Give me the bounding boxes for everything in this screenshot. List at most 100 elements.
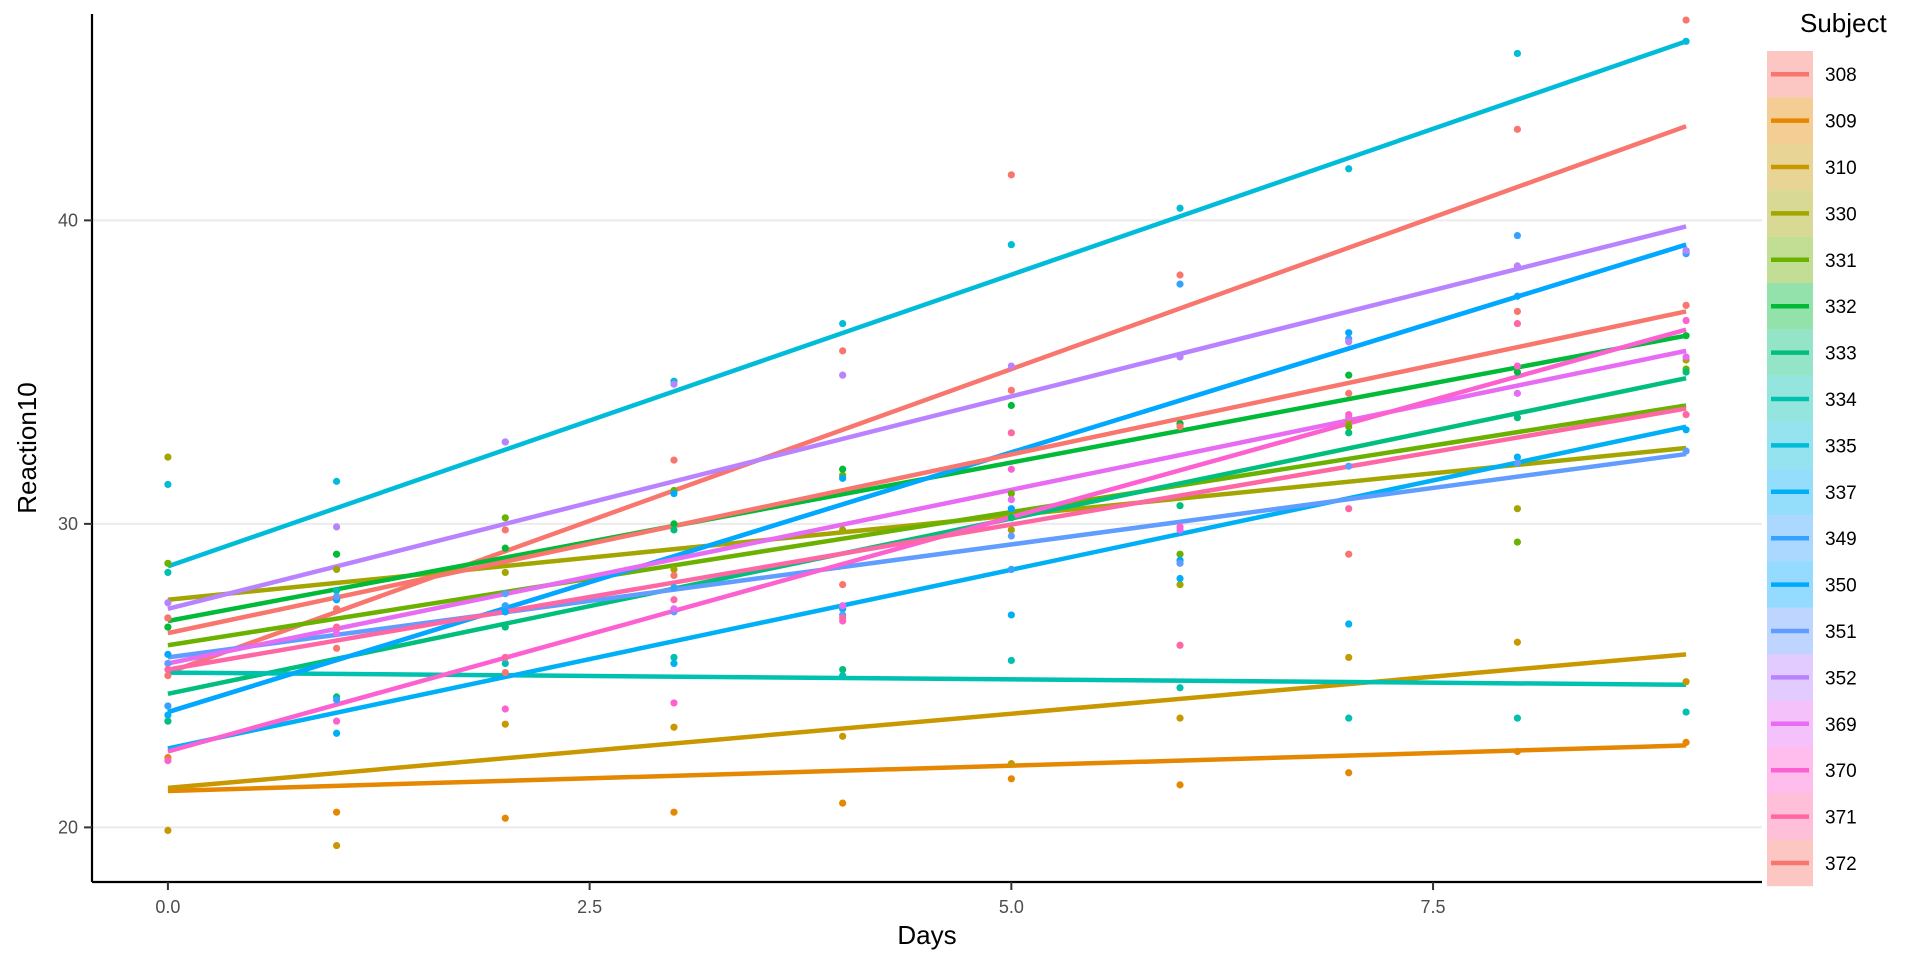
fit-line-371 bbox=[167, 406, 1687, 672]
point-334-8 bbox=[1513, 714, 1522, 722]
point-371-8 bbox=[1513, 319, 1522, 328]
point-370-2 bbox=[501, 705, 509, 713]
point-331-7 bbox=[1345, 423, 1353, 431]
point-334-9 bbox=[1682, 708, 1690, 716]
point-332-3 bbox=[670, 520, 678, 528]
point-371-5 bbox=[1007, 429, 1015, 437]
point-371-9 bbox=[1682, 411, 1690, 419]
point-371-6 bbox=[1176, 641, 1184, 649]
point-334-7 bbox=[1345, 714, 1353, 722]
point-332-1 bbox=[332, 550, 341, 558]
fit-line-369 bbox=[167, 348, 1687, 666]
point-308-2 bbox=[501, 668, 509, 677]
point-330-6 bbox=[1176, 580, 1184, 589]
legend-item-332: 332 bbox=[1767, 283, 1857, 330]
point-350-8 bbox=[1513, 292, 1522, 300]
point-349-0 bbox=[164, 702, 172, 710]
legend-label-350: 350 bbox=[1825, 576, 1857, 597]
point-337-7 bbox=[1345, 620, 1353, 628]
point-333-8 bbox=[1513, 414, 1522, 422]
point-337-1 bbox=[332, 729, 341, 737]
fit-line-310 bbox=[167, 652, 1687, 791]
legend-item-333: 333 bbox=[1767, 329, 1857, 376]
point-372-2 bbox=[501, 526, 509, 534]
point-309-3 bbox=[670, 808, 678, 816]
point-349-1 bbox=[332, 696, 341, 704]
point-308-3 bbox=[670, 456, 678, 464]
point-351-6 bbox=[1176, 559, 1184, 567]
point-335-6 bbox=[1176, 204, 1184, 212]
legend-title: Subject bbox=[1800, 8, 1887, 38]
point-370-5 bbox=[1007, 465, 1015, 473]
point-309-2 bbox=[501, 814, 509, 822]
fit-line-layer bbox=[167, 39, 1687, 794]
point-330-3 bbox=[670, 565, 678, 573]
point-310-4 bbox=[839, 732, 847, 740]
legend-label-352: 352 bbox=[1825, 668, 1857, 689]
x-tick-label-2: 5.0 bbox=[999, 897, 1024, 917]
point-349-6 bbox=[1176, 280, 1184, 288]
point-369-9 bbox=[1682, 353, 1690, 361]
point-332-7 bbox=[1345, 371, 1353, 379]
y-tick-label-2: 40 bbox=[58, 210, 78, 230]
point-309-5 bbox=[1007, 775, 1015, 783]
point-350-2 bbox=[501, 608, 509, 616]
point-352-8 bbox=[1513, 262, 1522, 270]
point-332-4 bbox=[839, 465, 847, 473]
point-349-8 bbox=[1513, 231, 1522, 240]
fit-line-309 bbox=[167, 743, 1687, 794]
point-334-1 bbox=[332, 587, 341, 595]
point-351-9 bbox=[1682, 447, 1690, 455]
point-333-7 bbox=[1345, 429, 1353, 437]
legend-item-371: 371 bbox=[1767, 793, 1857, 840]
legend-label-308: 308 bbox=[1825, 65, 1857, 86]
legend-label-370: 370 bbox=[1825, 761, 1857, 782]
point-369-3 bbox=[670, 605, 678, 613]
point-310-3 bbox=[670, 723, 678, 731]
x-tick-label-1: 2.5 bbox=[577, 897, 602, 917]
point-352-0 bbox=[164, 599, 172, 607]
point-330-0 bbox=[164, 453, 172, 461]
point-352-4 bbox=[839, 371, 847, 379]
point-369-4 bbox=[839, 602, 847, 610]
point-310-1 bbox=[332, 841, 341, 850]
point-350-4 bbox=[839, 474, 847, 482]
legend-label-310: 310 bbox=[1825, 158, 1857, 179]
legend-item-310: 310 bbox=[1767, 143, 1857, 191]
point-331-8 bbox=[1513, 538, 1522, 546]
point-332-2 bbox=[501, 544, 509, 552]
legend-label-349: 349 bbox=[1825, 529, 1857, 550]
point-334-6 bbox=[1176, 684, 1184, 692]
point-337-3 bbox=[670, 659, 678, 668]
legend-item-335: 335 bbox=[1767, 422, 1857, 469]
point-309-9 bbox=[1682, 738, 1690, 746]
point-310-7 bbox=[1345, 653, 1353, 662]
fit-line-350 bbox=[167, 242, 1687, 715]
point-309-4 bbox=[839, 799, 847, 807]
point-350-3 bbox=[670, 489, 678, 498]
point-370-8 bbox=[1513, 362, 1522, 370]
point-308-5 bbox=[1007, 171, 1015, 179]
point-372-9 bbox=[1682, 301, 1690, 309]
legend-label-372: 372 bbox=[1825, 854, 1857, 875]
point-337-5 bbox=[1007, 611, 1015, 619]
point-335-0 bbox=[164, 480, 172, 489]
fit-line-331 bbox=[167, 403, 1687, 648]
x-tick-label-0: 0.0 bbox=[155, 897, 180, 917]
point-layer bbox=[164, 16, 1690, 850]
point-308-6 bbox=[1176, 271, 1184, 279]
point-335-8 bbox=[1513, 49, 1522, 58]
point-335-1 bbox=[332, 477, 341, 485]
point-370-0 bbox=[164, 757, 172, 765]
point-351-7 bbox=[1345, 462, 1353, 470]
legend-item-330: 330 bbox=[1767, 190, 1857, 237]
point-334-2 bbox=[501, 659, 509, 668]
legend: Subject 308 309 310 330 331 332 333 334 335 337 349… bbox=[1767, 8, 1887, 887]
point-310-0 bbox=[164, 826, 172, 835]
point-371-4 bbox=[839, 614, 847, 622]
point-310-2 bbox=[501, 720, 509, 728]
point-308-8 bbox=[1513, 125, 1522, 133]
point-352-7 bbox=[1345, 338, 1353, 346]
point-352-6 bbox=[1176, 353, 1184, 361]
